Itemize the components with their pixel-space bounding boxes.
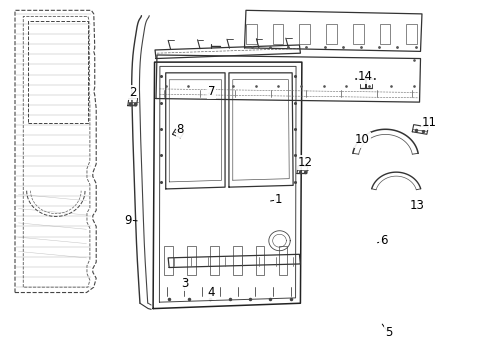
Text: 6: 6 (380, 234, 387, 247)
Text: 1: 1 (274, 193, 282, 206)
Bar (245, 24, 256, 44)
Bar (232, 246, 241, 275)
Text: 5: 5 (384, 327, 391, 339)
Bar (209, 246, 218, 275)
Bar (164, 246, 173, 275)
Bar (406, 24, 416, 44)
Text: 14: 14 (357, 70, 372, 83)
Text: 9: 9 (124, 213, 131, 226)
Bar (187, 246, 196, 275)
Text: 4: 4 (207, 286, 215, 299)
Text: 10: 10 (354, 134, 369, 147)
Text: 12: 12 (297, 156, 312, 168)
Bar (352, 24, 363, 44)
Text: 8: 8 (176, 123, 183, 136)
Bar (255, 246, 264, 275)
Bar (379, 24, 389, 44)
Bar (272, 24, 283, 44)
Text: 7: 7 (207, 85, 215, 98)
Text: 11: 11 (421, 116, 436, 129)
Bar (299, 24, 309, 44)
Bar (325, 24, 336, 44)
Text: 2: 2 (129, 86, 136, 99)
Text: 13: 13 (409, 198, 424, 212)
Bar (278, 246, 287, 275)
Text: 3: 3 (181, 277, 188, 290)
